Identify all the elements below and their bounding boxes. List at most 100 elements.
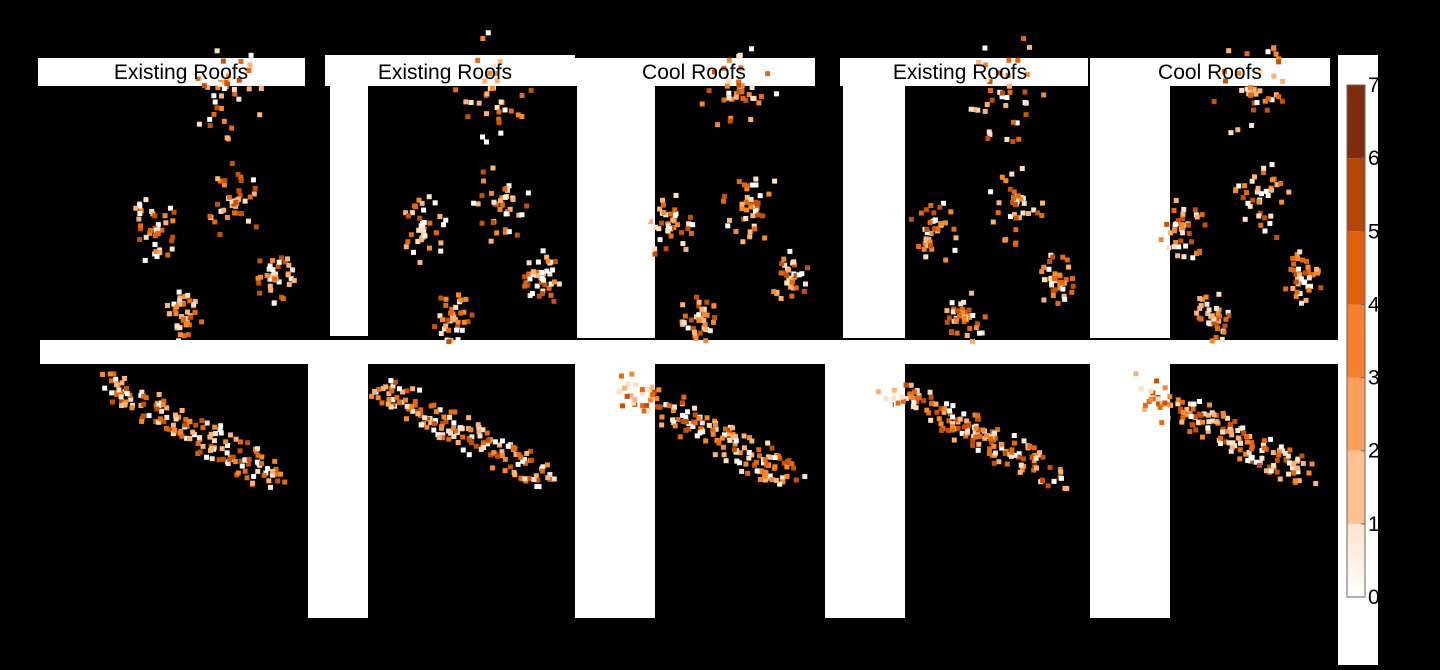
heat-cell (494, 230, 500, 236)
heat-cell (217, 178, 223, 184)
heat-cell (417, 259, 423, 265)
heat-cell (1064, 257, 1070, 263)
heat-cell (733, 228, 739, 234)
heat-cell (280, 296, 286, 302)
heat-cell (748, 196, 754, 202)
heat-cell (966, 307, 972, 313)
heat-cell (1229, 432, 1235, 438)
heat-cell (133, 205, 139, 211)
heat-cell (440, 432, 446, 438)
heat-cell (945, 427, 951, 433)
heat-cell (914, 388, 920, 394)
heat-cell (230, 454, 236, 460)
heat-cell (217, 231, 223, 237)
heat-cell (412, 402, 418, 408)
heat-cell (1261, 438, 1267, 444)
heat-cell (1263, 468, 1269, 474)
heat-cell (951, 306, 957, 312)
heat-cell (955, 425, 961, 431)
heat-cell (524, 203, 530, 209)
heat-cell (496, 116, 502, 122)
heat-cell (953, 235, 959, 241)
heat-cell (476, 100, 482, 106)
heat-cell (772, 455, 778, 461)
heat-cell (999, 442, 1005, 448)
heat-cell (217, 81, 223, 87)
heat-cell (743, 97, 749, 103)
heat-cell (1257, 462, 1263, 468)
heat-cell (1226, 440, 1232, 446)
heat-cell (1187, 411, 1193, 417)
heat-cell (1047, 464, 1053, 470)
heat-cell (699, 307, 705, 313)
heat-cell (1129, 393, 1135, 399)
heat-cell (116, 387, 122, 393)
heat-cell (246, 68, 252, 74)
heat-cell (163, 220, 169, 226)
heat-cell (184, 435, 190, 441)
heat-cell (185, 292, 191, 298)
heat-cell (726, 78, 732, 84)
heat-cell (556, 281, 562, 287)
heat-cell (214, 62, 220, 68)
heat-cell (389, 388, 395, 394)
heat-cell (1039, 269, 1045, 275)
heat-cell (683, 427, 689, 433)
heat-cell (707, 328, 713, 334)
heat-cell (143, 395, 149, 401)
heat-cell (980, 427, 986, 433)
heat-cell (1229, 444, 1235, 450)
heat-cell (732, 441, 738, 447)
heat-cell (233, 199, 239, 205)
heat-cell (721, 432, 727, 438)
heat-cell (1246, 450, 1252, 456)
heat-cell (758, 93, 764, 99)
heat-cell (771, 289, 777, 295)
heat-cell (195, 441, 201, 447)
heat-cell (548, 292, 554, 298)
heat-cell (659, 220, 665, 226)
heat-cell (261, 472, 267, 478)
heat-cell (1015, 57, 1021, 63)
heat-cell (1178, 408, 1184, 414)
heat-cell (205, 84, 211, 90)
heat-cell (1055, 300, 1061, 306)
heat-cell (732, 433, 738, 439)
heat-cell (939, 427, 945, 433)
heat-cell (275, 478, 281, 484)
heat-cell (238, 58, 244, 64)
heat-cell (508, 108, 514, 114)
heat-cell (1265, 49, 1271, 55)
heat-cell (490, 219, 496, 225)
heat-cell (1262, 445, 1268, 451)
heat-cell (654, 404, 660, 410)
heat-cell (1018, 462, 1024, 468)
heat-cell (246, 456, 252, 462)
heat-cell (376, 386, 382, 392)
heat-cell (179, 433, 185, 439)
heat-cell (769, 445, 775, 451)
heat-cell (403, 210, 409, 216)
heat-cell (196, 435, 202, 441)
heat-cell (1187, 429, 1193, 435)
heat-cell (490, 465, 496, 471)
heat-cell (749, 438, 755, 444)
heat-cell (986, 451, 992, 457)
heat-cell (386, 391, 392, 397)
heat-cell (450, 315, 456, 321)
heat-cell (1199, 212, 1205, 218)
heat-cell (1308, 283, 1314, 289)
heat-cell (944, 401, 950, 407)
heat-cell (278, 255, 284, 261)
heat-cell (736, 178, 742, 184)
heat-cell (929, 401, 935, 407)
heat-cell (1158, 237, 1164, 243)
colorbar-segment (1347, 450, 1365, 524)
heat-cell (762, 235, 768, 241)
heat-cell (214, 105, 220, 111)
heat-cell (1228, 428, 1234, 434)
heat-cell (697, 430, 703, 436)
heat-cell (1293, 279, 1299, 285)
heat-cell (499, 438, 505, 444)
heat-cell (503, 211, 509, 217)
